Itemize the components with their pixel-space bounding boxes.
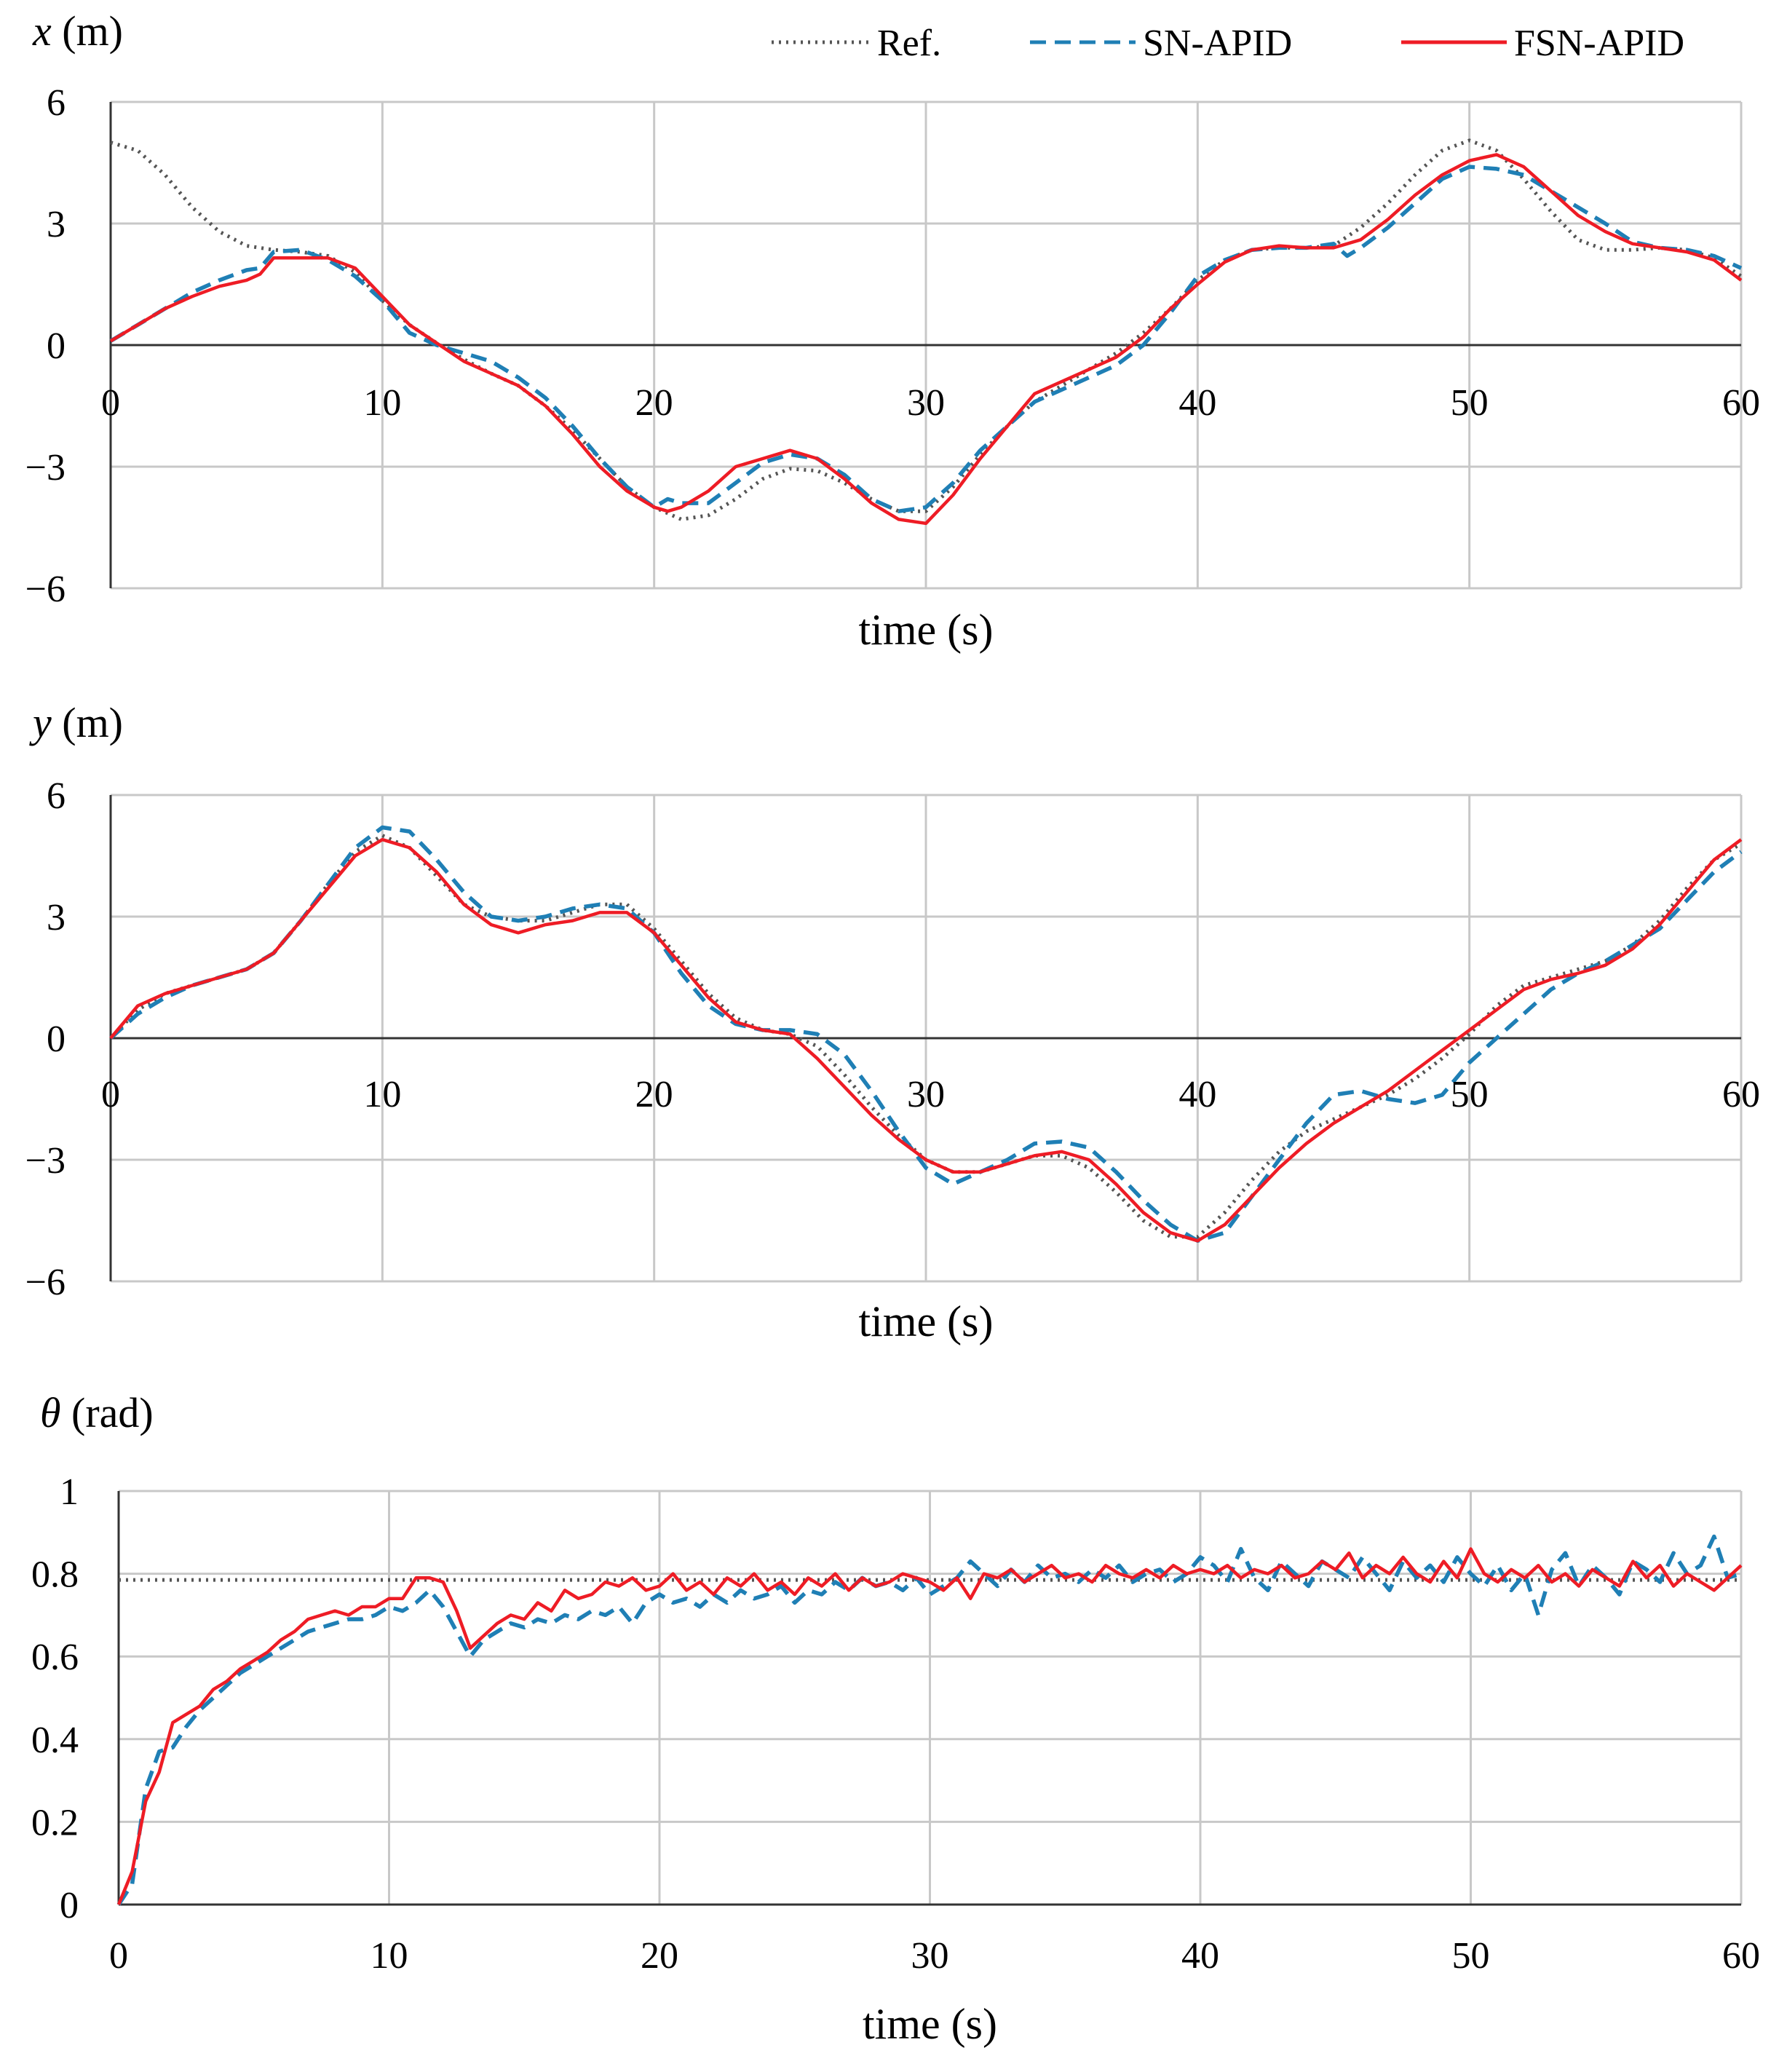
x-axis-label: time (s) (859, 1297, 994, 1345)
x-tick-label: 0 (101, 382, 120, 424)
y-tick-label: −6 (25, 569, 66, 610)
x-axis-label: time (s) (859, 606, 994, 654)
y-tick-label: 1 (60, 1471, 79, 1513)
series-line-ref (110, 138, 1743, 521)
series-line-sn-apid (116, 1534, 1742, 1906)
y-axis-label: y (m) (29, 699, 123, 746)
y-tick-label: 3 (47, 204, 66, 245)
x-tick-label: 10 (371, 1935, 408, 1977)
y-tick-label: −3 (25, 1140, 66, 1182)
y-axis-unit: (m) (52, 699, 123, 746)
series-line-sn-apid (109, 825, 1743, 1243)
x-tick-label: 20 (635, 382, 673, 424)
x-tick-label: 50 (1451, 1074, 1489, 1115)
x-tick-label: 30 (911, 1935, 949, 1977)
y-axis-unit: (rad) (61, 1389, 154, 1436)
y-axis-symbol: θ (40, 1389, 61, 1436)
x-tick-label: 60 (1722, 382, 1760, 424)
series-line-fsn-apid (109, 837, 1743, 1243)
x-tick-label: 10 (363, 382, 401, 424)
x-tick-label: 30 (907, 1074, 945, 1115)
x-tick-label: 40 (1178, 382, 1216, 424)
y-tick-label: 6 (47, 82, 66, 124)
x-tick-label: 20 (635, 1074, 673, 1115)
series-line-fsn-apid (116, 1547, 1743, 1905)
y-tick-label: 0.4 (31, 1720, 79, 1761)
y-tick-label: 0 (47, 1019, 66, 1060)
y-tick-label: 6 (47, 775, 66, 817)
series-line-sn-apid (109, 165, 1743, 513)
y-axis-label: θ (rad) (40, 1389, 154, 1436)
x-tick-label: 60 (1722, 1935, 1760, 1977)
legend-label-sn-apid: SN-APID (1143, 23, 1292, 64)
y-tick-label: −3 (25, 447, 66, 489)
x-tick-label: 50 (1451, 382, 1489, 424)
x-tick-label: 60 (1722, 1074, 1760, 1115)
x-tick-label: 40 (1181, 1935, 1219, 1977)
x-tick-label: 0 (101, 1074, 120, 1115)
y-tick-label: 0.6 (31, 1637, 79, 1678)
y-tick-label: −6 (25, 1262, 66, 1303)
y-tick-label: 0.8 (31, 1554, 79, 1596)
x-tick-label: 20 (641, 1935, 678, 1977)
x-tick-label: 50 (1452, 1935, 1490, 1977)
x-axis-label: time (s) (863, 2000, 997, 2048)
series-line-fsn-apid (109, 153, 1743, 526)
y-tick-label: 0 (47, 325, 66, 367)
y-tick-label: 3 (47, 897, 66, 938)
x-tick-label: 0 (109, 1935, 128, 1977)
x-tick-label: 30 (907, 382, 945, 424)
x-tick-label: 40 (1178, 1074, 1216, 1115)
y-axis-unit: (m) (52, 7, 123, 55)
y-axis-label: x (m) (32, 7, 123, 55)
theta-orientation-plot: 0 10 20 30 40 50 60 1 0.8 0.6 0.4 0.2 0 time (s) θ (ra… (31, 1389, 1760, 2048)
x-tick-label: 10 (363, 1074, 401, 1115)
y-axis-symbol: x (32, 7, 52, 55)
y-tick-label: 0 (60, 1885, 79, 1926)
legend-label-ref: Ref. (877, 23, 941, 64)
y-tick-label: 0.2 (31, 1802, 79, 1843)
y-axis-symbol: y (29, 699, 52, 746)
legend: Ref. SN-APID FSN-APID (772, 23, 1684, 64)
legend-label-fsn-apid: FSN-APID (1514, 23, 1684, 64)
